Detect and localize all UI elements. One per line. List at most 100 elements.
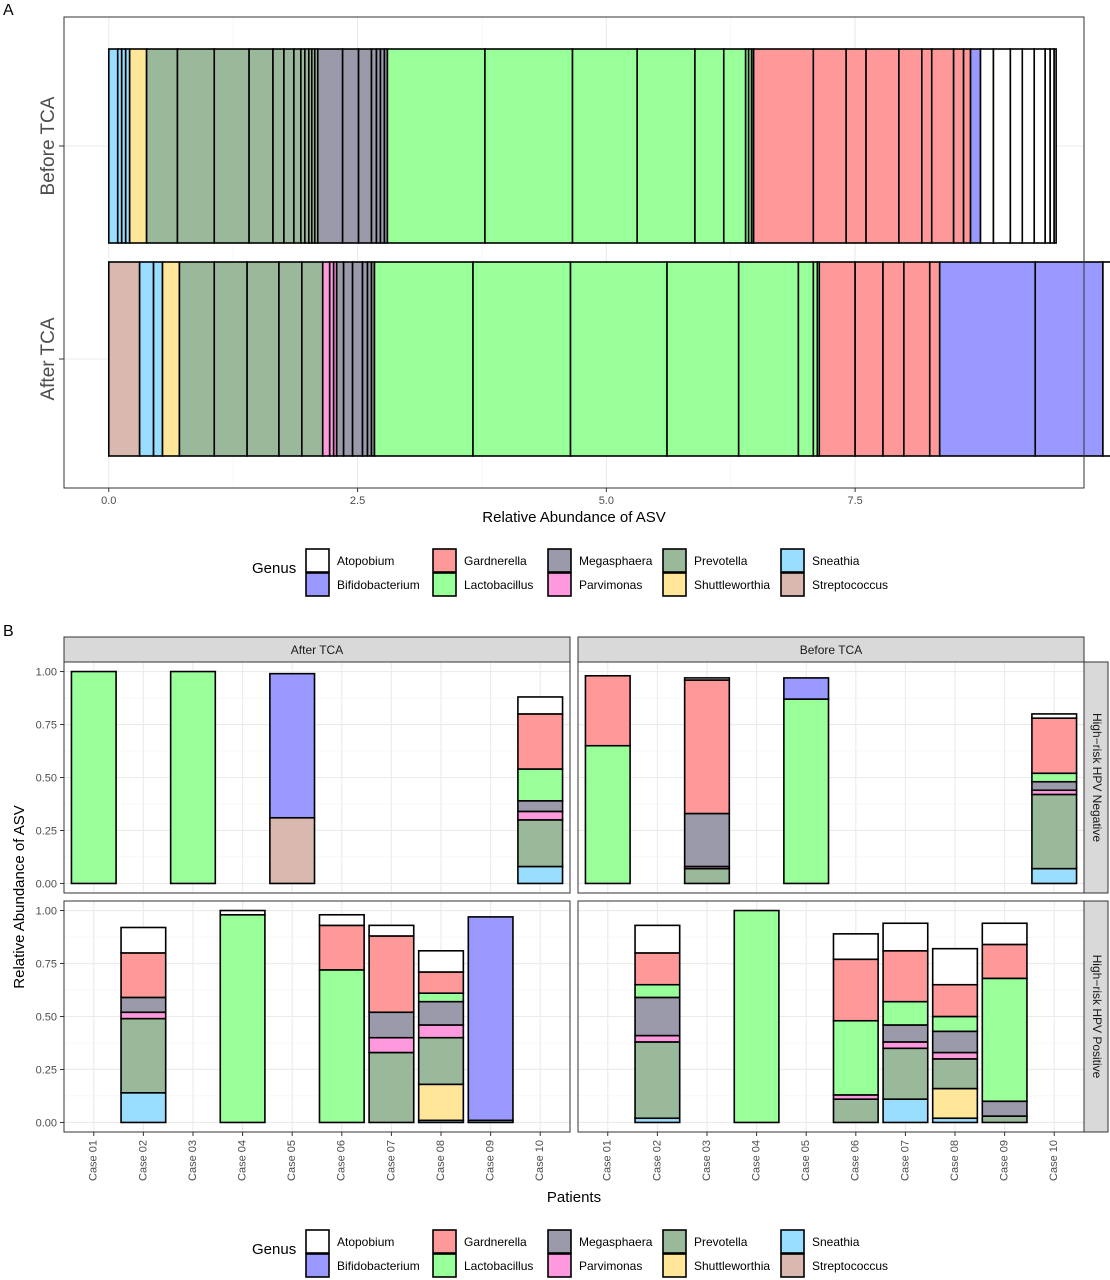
y-tick-label: 1.00 (36, 906, 57, 918)
x-tick-label: Case 04 (750, 1140, 762, 1181)
bar-segment-streptococcus (107, 261, 141, 457)
facet-strip-label: After TCA (291, 643, 343, 657)
bar-segment-atopobium (318, 913, 365, 927)
x-tick-label: Case 02 (137, 1140, 149, 1181)
bar-segment-atopobium (981, 922, 1028, 946)
facet-strip-label: High−risk HPV Negative (1090, 713, 1104, 842)
bar-segment-gardnerella (818, 261, 856, 457)
legend-key-shuttleworthia (662, 1253, 687, 1278)
legend-key-atopobium (305, 548, 330, 573)
legend-key-gardnerella (432, 548, 457, 573)
bar-segment-gardnerella (1031, 717, 1078, 775)
bar-segment-prevotella (248, 48, 274, 244)
bar-segment-sneathia (1031, 867, 1078, 885)
bar-segment-atopobium (683, 677, 731, 681)
bar-segment-lactobacillus (417, 992, 465, 1003)
bar-segment-lactobacillus (931, 1015, 979, 1033)
bar-segment-megasphaera (634, 996, 681, 1037)
y-tick-label: 0.75 (36, 959, 57, 971)
bar-segment-lactobacillus (219, 913, 266, 1124)
x-tick-label: Case 10 (534, 1140, 546, 1181)
x-tick-label: Case 10 (1048, 1140, 1060, 1181)
y-tick-label: 1.00 (36, 667, 57, 679)
bar-segment-lactobacillus (318, 969, 365, 1124)
x-axis-title: Patients (547, 1189, 601, 1206)
bar-segment-lactobacillus (373, 261, 474, 457)
bar-segment-atopobium (1009, 48, 1024, 244)
bar-segment-prevotella (301, 261, 324, 457)
bar-segment-bifidobacterium (1034, 261, 1104, 457)
bar-segment-shuttleworthia (128, 48, 148, 244)
bar-segment-lactobacillus (694, 48, 725, 244)
bar-segment-atopobium (1033, 48, 1046, 244)
legend-label-sneathia: Sneathia (812, 1235, 860, 1249)
legend-label-atopobium: Atopobium (337, 554, 394, 568)
bar-segment-atopobium (1053, 48, 1057, 244)
legend-label-lactobacillus: Lactobacillus (464, 578, 533, 592)
bar-segment-streptococcus (269, 816, 316, 885)
bar-segment-lactobacillus (733, 909, 780, 1124)
y-axis-title: Relative Abundance of ASV (11, 805, 28, 988)
bar-segment-gardnerella (812, 48, 847, 244)
legend-label-sneathia: Sneathia (812, 554, 860, 568)
x-tick-label: Case 04 (236, 1140, 248, 1181)
bar-segment-atopobium (517, 696, 564, 715)
bar-segment-megasphaera (368, 1011, 415, 1039)
legend-label-lactobacillus: Lactobacillus (464, 1259, 533, 1273)
bar-segment-gardnerella (931, 983, 979, 1018)
legend-label-megasphaera: Megasphaera (579, 554, 653, 568)
bar-segment-megasphaera (120, 996, 167, 1014)
bar-segment-atopobium (931, 947, 979, 986)
bar-segment-parvimonas (882, 1041, 929, 1050)
x-tick-label: Case 07 (385, 1140, 397, 1181)
bar-segment-lactobacillus (386, 48, 486, 244)
bar-segment-atopobium (882, 922, 929, 952)
bar-segment-lactobacillus (484, 48, 574, 244)
bar-segment-lactobacillus (571, 48, 638, 244)
bar-segment-lactobacillus (569, 261, 668, 457)
bar-segment-prevotella (931, 1058, 979, 1090)
legend-label-streptococcus: Streptococcus (812, 578, 888, 592)
bar-segment-prevotella (176, 48, 216, 244)
x-tick-label: Case 07 (899, 1140, 911, 1181)
y-tick-label: 0.25 (36, 1064, 57, 1076)
y-tick-label: 0.25 (36, 825, 57, 837)
bar-segment-gardnerella (517, 713, 564, 770)
legend-key-lactobacillus (432, 1253, 457, 1278)
bar-segment-atopobium (979, 48, 995, 244)
bar-segment-lactobacillus (666, 261, 740, 457)
bar-segment-lactobacillus (797, 261, 815, 457)
bar-segment-atopobium (634, 924, 681, 954)
legend-key-shuttleworthia (662, 572, 687, 597)
bar-segment-gardnerella (882, 261, 905, 457)
bar-segment-gardnerella (928, 261, 941, 457)
legend-label-parvimonas: Parvimonas (579, 1259, 642, 1273)
bar-segment-atopobium (992, 48, 1012, 244)
x-tick-label: 5.0 (599, 495, 614, 507)
bar-segment-sneathia (107, 48, 119, 244)
bar-segment-bifidobacterium (938, 261, 1037, 457)
bar-segment-gardnerella (854, 261, 884, 457)
bar-segment-prevotella (145, 48, 179, 244)
bar-segment-megasphaera (351, 261, 364, 457)
bar-segment-bifidobacterium (269, 672, 316, 819)
bar-segment-prevotella (283, 48, 295, 244)
legend-label-prevotella: Prevotella (694, 1235, 748, 1249)
bar-segment-lactobacillus (584, 744, 631, 885)
legend-key-prevotella (662, 1229, 687, 1254)
bar-segment-prevotella (981, 1115, 1028, 1124)
legend-label-megasphaera: Megasphaera (579, 1235, 653, 1249)
bar-segment-atopobium (417, 950, 465, 973)
bar-segment-lactobacillus (882, 1000, 929, 1026)
facet-strip-column (63, 636, 571, 663)
y-tick-label: 0.75 (36, 720, 57, 732)
bar-segment-lactobacillus (981, 977, 1028, 1103)
bar-segment-gardnerella (962, 48, 972, 244)
bar-segment-prevotella (832, 1098, 879, 1124)
bar-segment-parvimonas (634, 1034, 681, 1043)
bar-segment-megasphaera (357, 48, 373, 244)
bar-segment-prevotella (272, 48, 285, 244)
legend-key-lactobacillus (432, 572, 457, 597)
bar-segment-megasphaera (341, 48, 360, 244)
